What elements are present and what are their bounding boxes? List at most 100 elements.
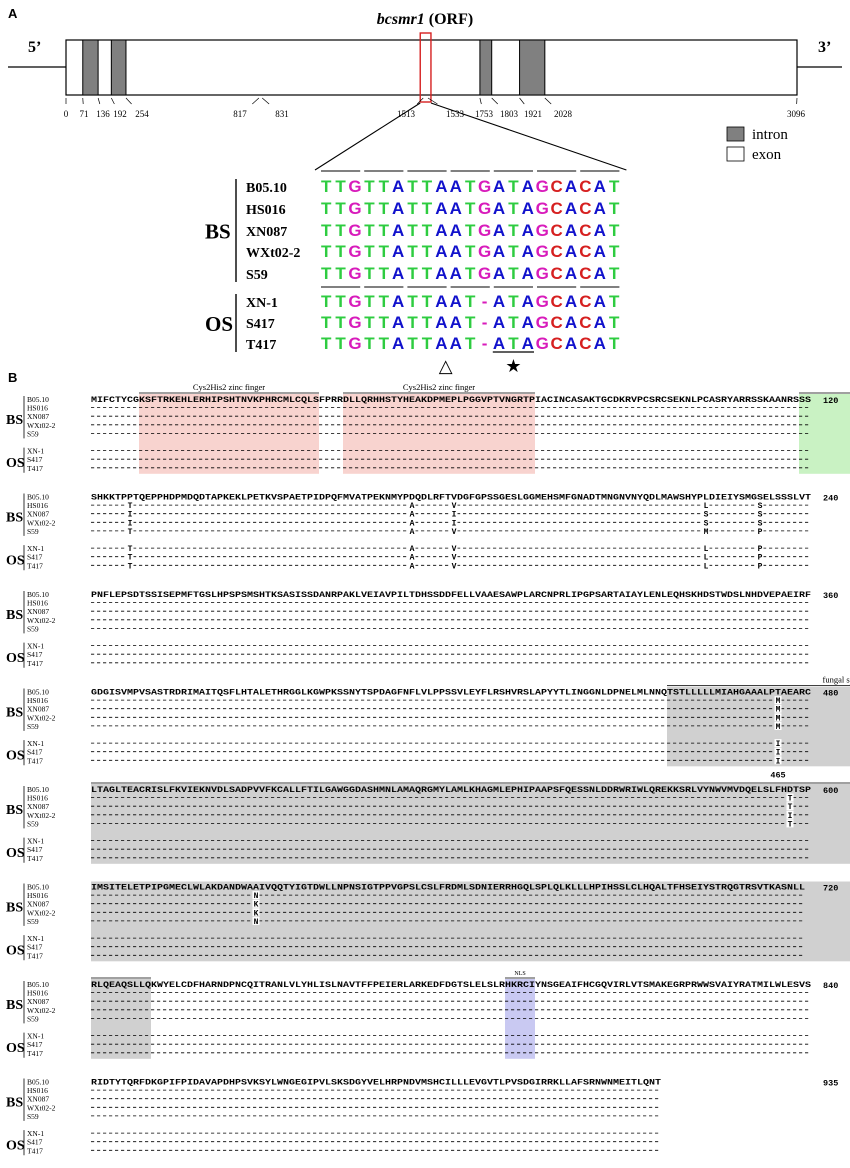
- strain-name-b: XN087: [27, 900, 49, 909]
- position-label: 136: [96, 109, 110, 119]
- position-label: 1803: [500, 109, 519, 119]
- nucleotide: A: [435, 313, 447, 332]
- zoom-line-left: [314, 102, 421, 171]
- nucleotide: T: [407, 334, 418, 353]
- nucleotide: A: [435, 264, 447, 283]
- nucleotide: T: [364, 199, 375, 218]
- position-tick: [111, 97, 115, 105]
- nucleotide: T: [379, 199, 390, 218]
- substitution-residue: S: [758, 511, 763, 520]
- substitution-bg: [774, 696, 782, 705]
- nucleotide: T: [465, 177, 476, 196]
- residue-end-number: 240: [823, 494, 838, 504]
- substitution-bg: [702, 518, 710, 527]
- nucleotide: T: [609, 334, 620, 353]
- substitution-residue: M: [704, 528, 709, 537]
- group-label-b: BS: [6, 413, 23, 428]
- nucleotide: T: [364, 242, 375, 261]
- strain-name-b: XN-1: [27, 1129, 44, 1138]
- strain-name-b: B05.10: [27, 688, 49, 697]
- position-label: 1753: [475, 109, 494, 119]
- substitution-bg: [756, 509, 764, 518]
- nucleotide: T: [508, 177, 519, 196]
- substitution-bg: [702, 561, 710, 570]
- protein-sequence: MIFCTYCGKSFTRKEHLERHIPSHTNVKPHRCMLCQLSFP…: [91, 396, 811, 405]
- substitution-bg: [756, 552, 764, 561]
- nucleotide: T: [335, 221, 346, 240]
- nucleotide: C: [550, 292, 562, 311]
- nucleotide: G: [536, 292, 549, 311]
- gene-title: bcsmr1 (ORF): [377, 11, 473, 28]
- alignment-block-1: Cys2His2 zinc finger Cys2His2 zinc finger…: [6, 382, 850, 474]
- domain-label: NLS: [514, 971, 525, 977]
- group-label-b: OS: [6, 456, 25, 471]
- strain-name-b: XN087: [27, 705, 49, 714]
- nucleotide: T: [508, 264, 519, 283]
- substitution-bg: [408, 561, 416, 570]
- substitution-residue: A: [410, 545, 415, 554]
- nucleotide: T: [407, 292, 418, 311]
- group-label-b: OS: [6, 651, 25, 666]
- nucleotide: A: [450, 264, 462, 283]
- strain-name-b: WXt02-2: [27, 1006, 56, 1015]
- substitution-bg: [702, 544, 710, 553]
- nucleotide: T: [407, 264, 418, 283]
- nucleotide: T: [364, 221, 375, 240]
- substitution-residue: I: [788, 812, 793, 821]
- domain-shade: [91, 784, 850, 864]
- strain-name-b: XN087: [27, 412, 49, 421]
- group-label-b: OS: [6, 1139, 25, 1154]
- strain-name-b: S59: [27, 917, 39, 926]
- nucleotide: C: [579, 264, 591, 283]
- strain-name-b: S59: [27, 1014, 39, 1023]
- strain-name-b: HS016: [27, 1086, 48, 1095]
- nucleotide: C: [550, 313, 562, 332]
- nucleotide: C: [579, 292, 591, 311]
- legend-label-exon: exon: [752, 147, 782, 163]
- position-label: 2028: [554, 109, 573, 119]
- nucleotide: T: [609, 292, 620, 311]
- strain-name-a: S59: [246, 268, 268, 283]
- substitution-residue: V: [452, 545, 457, 554]
- nucleotide: A: [565, 334, 577, 353]
- residue-end-number: 480: [823, 689, 838, 699]
- nucleotide: T: [364, 334, 375, 353]
- substitution-bg: [756, 561, 764, 570]
- nucleotide: T: [379, 313, 390, 332]
- nucleotide: C: [550, 221, 562, 240]
- group-label-b: BS: [6, 608, 23, 623]
- residue-end-number: 600: [823, 786, 838, 796]
- nucleotide: G: [536, 199, 549, 218]
- nucleotide: T: [508, 292, 519, 311]
- substitution-bg: [126, 526, 134, 535]
- strain-name-b: B05.10: [27, 493, 49, 502]
- nucleotide: T: [609, 242, 620, 261]
- substitution-residue: L: [704, 554, 709, 563]
- position-tick: [261, 97, 270, 105]
- group-label-b: BS: [6, 1096, 23, 1111]
- nucleotide: A: [522, 292, 534, 311]
- domain-shade: [91, 881, 850, 962]
- substitution-residue: A: [410, 528, 415, 537]
- nucleotide: T: [465, 221, 476, 240]
- nucleotide: C: [579, 177, 591, 196]
- strain-name-b: XN-1: [27, 544, 44, 553]
- substitution-residue: I: [776, 757, 781, 766]
- nucleotide: T: [335, 292, 346, 311]
- intron-2: [110, 39, 127, 96]
- strain-name-b: HS016: [27, 891, 48, 900]
- nucleotide: T: [609, 264, 620, 283]
- group-label-b: OS: [6, 846, 25, 861]
- strain-name-b: S59: [27, 819, 39, 828]
- strain-name-b: T417: [27, 756, 43, 765]
- substitution-bg: [774, 739, 782, 748]
- substitution-residue: N: [254, 918, 259, 927]
- strain-name-b: XN087: [27, 997, 49, 1006]
- group-label-b: OS: [6, 944, 25, 959]
- nucleotide: T: [379, 292, 390, 311]
- substitution-bg: [786, 802, 794, 811]
- strain-name-b: XN-1: [27, 642, 44, 651]
